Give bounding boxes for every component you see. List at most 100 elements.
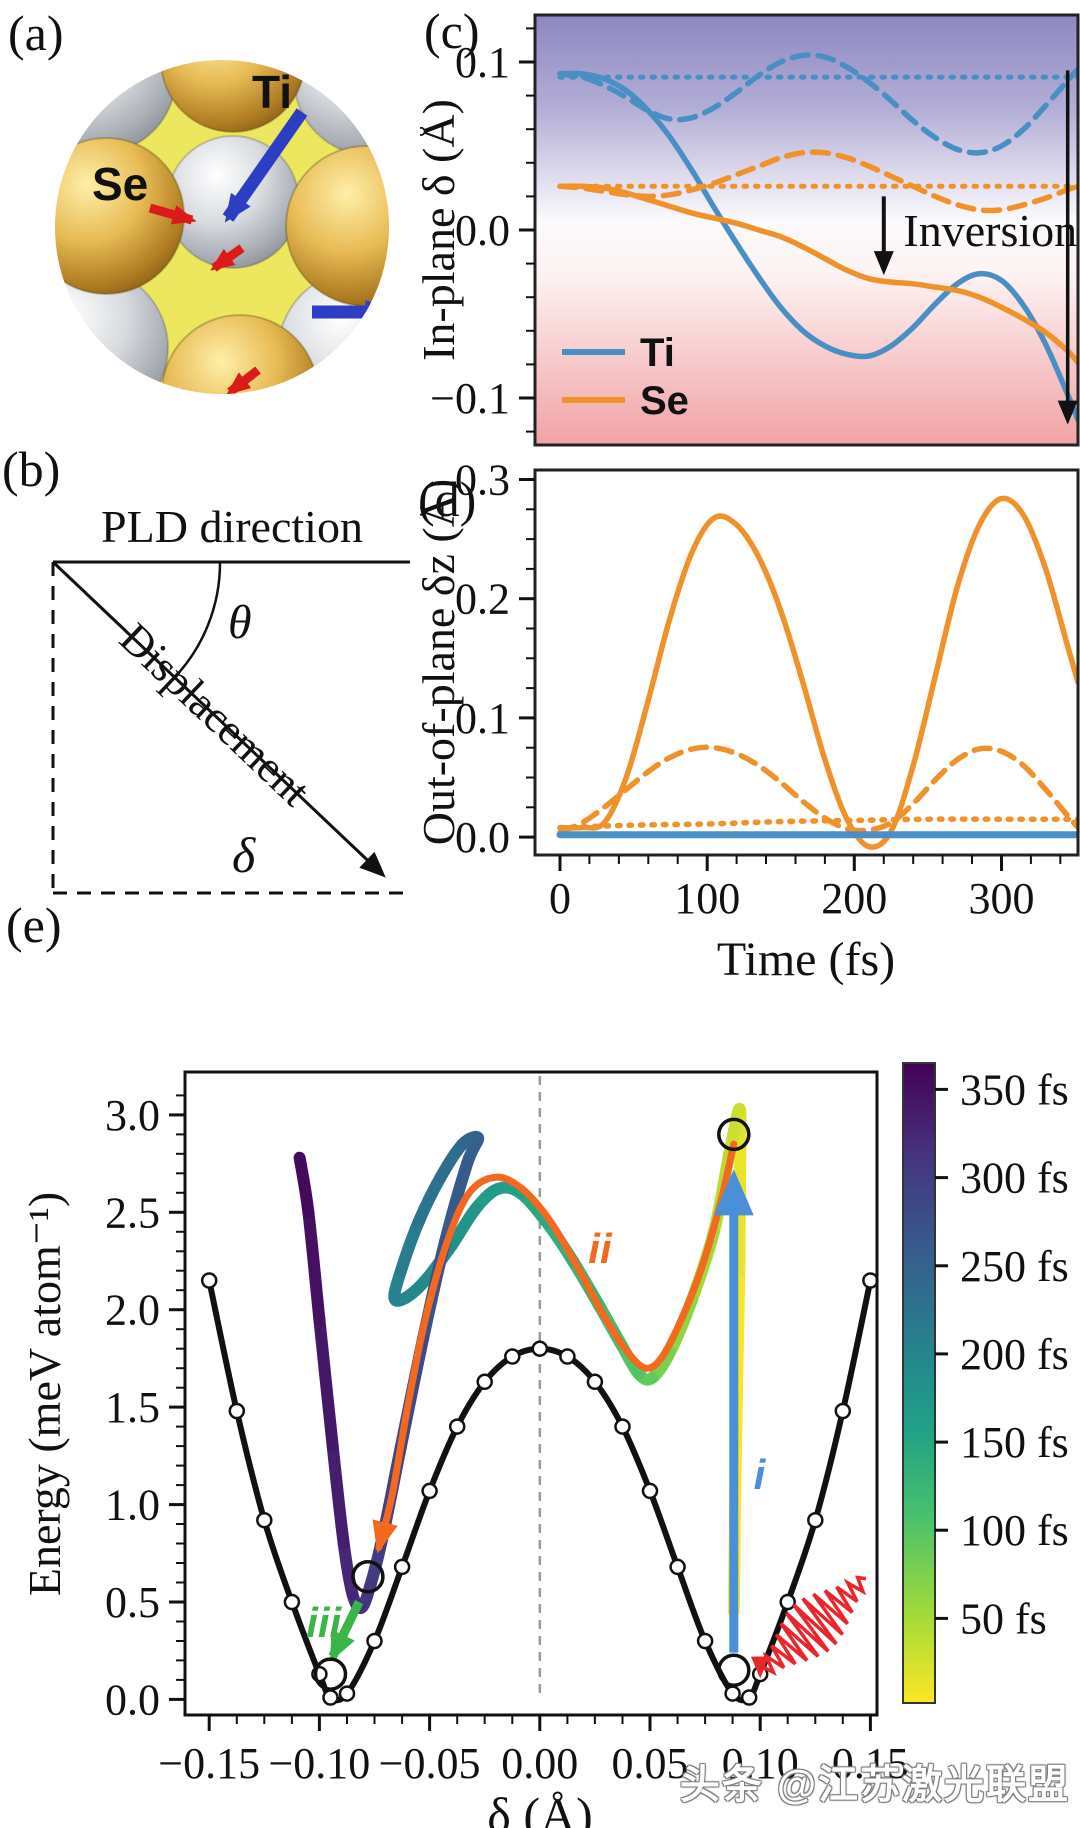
- trajectory-segment: [313, 1313, 339, 1453]
- theta-label: θ: [228, 596, 252, 649]
- trajectory-segment: [337, 1537, 359, 1601]
- pes-data-point: [807, 1511, 824, 1529]
- y-axis-label: Energy (meV atom⁻¹): [19, 1192, 70, 1596]
- x-tick-label: 0.00: [501, 1739, 578, 1788]
- x-tick-label: 300: [969, 874, 1035, 923]
- pes-data-point: [740, 1689, 758, 1706]
- pathway-ii-arrow: [372, 1140, 738, 1554]
- x-tick-label: −0.05: [379, 1739, 481, 1788]
- x-tick-label: −0.15: [158, 1739, 260, 1788]
- y-tick-label: 2.0: [105, 1286, 160, 1335]
- series-Se-dashed: [557, 744, 1078, 836]
- x-tick-label: 200: [821, 874, 887, 923]
- x-tick-label: −0.10: [268, 1739, 370, 1788]
- key-point-circle: [717, 1653, 751, 1687]
- se-displacement-arrow: [210, 244, 245, 272]
- pes-data-point: [504, 1348, 521, 1365]
- key-point-circle: [717, 1117, 751, 1152]
- pes-data-point: [531, 1340, 549, 1357]
- y-tick-label: 0.2: [455, 575, 510, 624]
- trajectory-segment: [395, 1216, 425, 1277]
- y-tick-label: 0.1: [455, 38, 510, 87]
- pes-data-point: [200, 1272, 218, 1289]
- crystal-surface-image: [55, 60, 389, 394]
- series-group: [556, 495, 1078, 850]
- pes-data-point: [338, 1685, 356, 1702]
- pump-arrow-head: [713, 1169, 754, 1216]
- pes-data-point: [476, 1373, 493, 1391]
- panel-label-a: (a): [8, 5, 64, 61]
- step-label-i: i: [754, 1451, 767, 1498]
- y-tick-label: −0.1: [430, 374, 510, 423]
- pes-data-point: [834, 1402, 852, 1420]
- y-tick-label: 0.0: [105, 1675, 160, 1724]
- y-tick-label: 1.0: [105, 1481, 160, 1530]
- key-point-circle: [351, 1559, 385, 1594]
- displacement-arrow: [51, 560, 386, 878]
- delta-label: δ: [232, 827, 256, 883]
- key-point-circle: [313, 1657, 348, 1691]
- y-axis-label: In-plane δ (Å): [420, 99, 464, 361]
- pes-data-point: [696, 1632, 714, 1650]
- axes-box: [533, 468, 1080, 857]
- colorbar-tick-label: 300 fs: [960, 1154, 1069, 1203]
- trajectory-segment: [293, 1151, 315, 1219]
- y-tick-label: 1.5: [105, 1383, 160, 1432]
- series-group: [557, 52, 1078, 423]
- y-tick-label: 0.0: [455, 206, 510, 255]
- trajectory-segment: [326, 1440, 350, 1550]
- pes-data-point: [669, 1558, 686, 1576]
- colorbar-tick-label: 350 fs: [960, 1065, 1069, 1114]
- plot-background: [535, 15, 1078, 445]
- panel-d-outofplane-chart: 0.0 0.1 0.2 0.3 0 100 200 300 Time (fs) Out-of-pl…: [420, 456, 1080, 986]
- trajectory-segment: [412, 1171, 447, 1228]
- pes-data-point: [256, 1511, 273, 1529]
- pes-data-point: [614, 1418, 631, 1435]
- series-Se-dashed: [557, 149, 1078, 214]
- pes-data-point: [421, 1482, 438, 1500]
- x-axis-label: δ (Å): [487, 1787, 592, 1828]
- x-axis-label: Time (fs): [717, 933, 895, 986]
- colorbar-tick-label: 200 fs: [960, 1330, 1069, 1379]
- pes-data-point: [779, 1593, 796, 1611]
- y-tick-label: 2.5: [105, 1188, 160, 1237]
- y-tick-label: 0.1: [455, 694, 510, 743]
- pes-data-point: [393, 1558, 411, 1576]
- pes-data-point: [448, 1418, 466, 1435]
- se-displacement-arrow: [148, 203, 197, 225]
- x-tick-label: 0.15: [832, 1739, 909, 1788]
- y-axis-label: Out-of-plane δz (Å): [420, 479, 464, 846]
- y-tick-label: 0.3: [455, 456, 510, 505]
- x-tick-label: 0.10: [722, 1739, 799, 1788]
- pes-data-point: [862, 1272, 879, 1289]
- colorbar-tick-label: 150 fs: [960, 1418, 1069, 1467]
- x-tick-label: 100: [674, 874, 740, 923]
- colorbar: [902, 1062, 936, 1704]
- se-atom-label: Se: [92, 158, 148, 210]
- pes-data-point: [641, 1482, 659, 1500]
- y-tick-label: 3.0: [105, 1091, 160, 1140]
- pes-data-point: [228, 1402, 246, 1420]
- step-label-iii: iii: [306, 1599, 342, 1646]
- colorbar-tick-label: 250 fs: [960, 1242, 1069, 1291]
- y-tick-label: 0.0: [455, 813, 510, 862]
- relax-arrow-iii: [328, 1600, 364, 1662]
- panel-label-e: (e): [6, 897, 62, 953]
- pes-data-point: [586, 1373, 604, 1391]
- pes-data-point: [559, 1348, 576, 1365]
- displacement-label: Displacement: [110, 613, 319, 815]
- laser-pulse: [750, 1575, 867, 1679]
- pes-data-point: [322, 1689, 339, 1706]
- axes-box: [183, 1070, 879, 1717]
- series-Ti-dashed: [557, 52, 1078, 156]
- pes-data-point: [283, 1593, 301, 1611]
- inversion-label: Inversion: [903, 205, 1077, 256]
- angle-arc: [173, 561, 222, 679]
- panel-a-atomic-structure: Ti Se: [55, 60, 389, 394]
- watermark: 头条 @江苏激光联盟: [679, 1763, 1070, 1807]
- colorbar-tick-label: 50 fs: [960, 1594, 1047, 1643]
- ti-pointer-arrow: [222, 108, 308, 223]
